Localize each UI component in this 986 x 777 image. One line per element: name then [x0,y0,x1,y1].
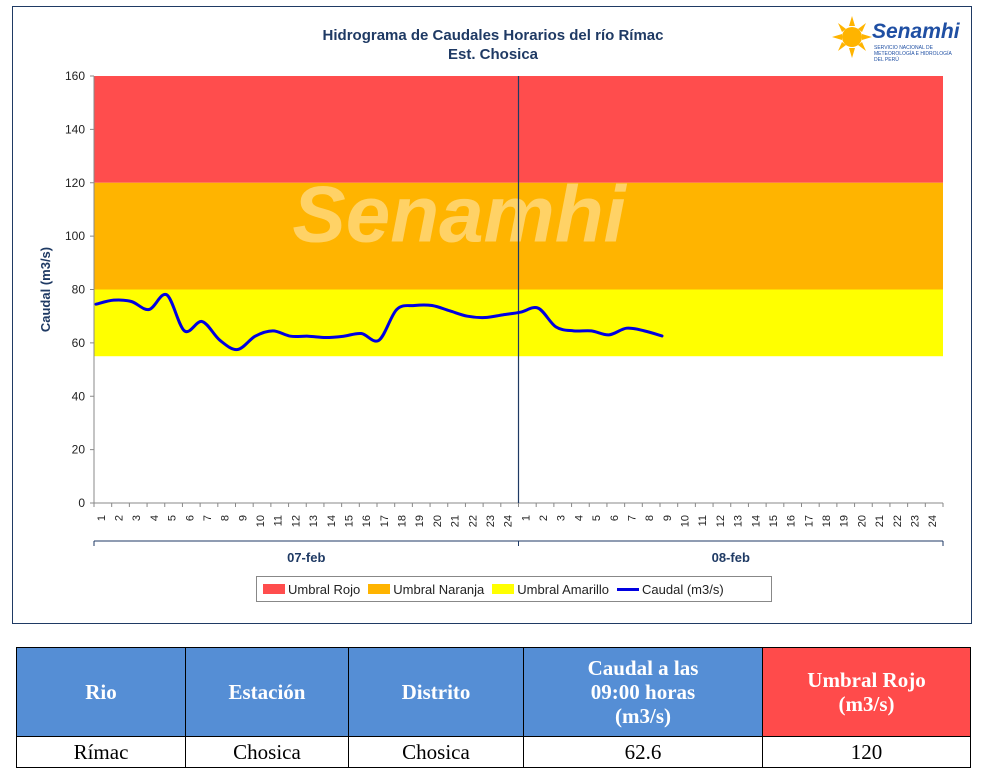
legend-item-amarillo: Umbral Amarillo [492,582,609,597]
x-tick-label-28: 5 [591,515,603,521]
y-tick-label-1: 20 [72,443,86,457]
cell-caudal: 62.6 [523,736,763,768]
header-caudal: Caudal a las 09:00 horas (m3/s) [523,647,763,737]
chart-frame: Senamhi 0 20 40 60 80 100 120 140 160 1 2 3 4 5 6 7 8 9 10 1… [12,6,972,624]
x-tick-label-19: 20 [432,515,444,527]
x-tick-label-27: 4 [573,515,585,521]
day-label-0: 07-feb [287,550,325,565]
legend-label-naranja: Umbral Naranja [393,581,485,597]
legend-label-caudal: Caudal (m3/s) [642,581,724,597]
y-tick-label-3: 60 [72,336,86,350]
x-tick-label-45: 22 [892,515,904,527]
legend-swatch-rojo [263,584,285,594]
legend-item-rojo: Umbral Rojo [263,582,360,597]
header-rio: Rio [16,647,186,737]
day-label-1: 08-feb [712,550,750,565]
x-tick-label-25: 2 [538,515,550,521]
x-tick-label-31: 8 [644,515,656,521]
legend-swatch-naranja [368,584,391,594]
legend-label-amarillo: Umbral Amarillo [517,581,610,597]
x-tick-label-24: 1 [520,515,532,521]
x-tick-label-11: 12 [290,515,302,527]
x-tick-label-5: 6 [184,515,196,521]
y-tick-label-6: 120 [65,176,85,190]
x-tick-label-21: 22 [467,515,479,527]
legend-item-caudal: Caudal (m3/s) [617,582,724,597]
y-tick-label-7: 140 [65,122,85,136]
table-header-row: Rio Estación Distrito Caudal a las 09:00… [16,647,971,737]
x-tick-label-8: 9 [237,515,249,521]
x-tick-label-0: 1 [96,515,108,521]
watermark-text: Senamhi [292,169,627,258]
x-tick-label-23: 24 [503,515,515,527]
x-tick-label-26: 3 [556,515,568,521]
x-tick-label-29: 6 [609,515,621,521]
x-tick-label-12: 13 [308,515,320,527]
chart-title: Hidrograma de Caudales Horarios del río … [322,27,664,44]
x-tick-label-38: 15 [768,515,780,527]
cell-estacion: Chosica [185,736,349,768]
x-tick-label-34: 11 [697,515,709,526]
x-tick-label-22: 23 [485,515,497,527]
x-tick-label-32: 9 [662,515,674,521]
x-tick-label-1: 2 [114,515,126,521]
sun-icon [832,16,872,58]
header-distrito: Distrito [348,647,524,737]
y-tick-label-0: 0 [78,496,85,510]
x-tick-label-40: 17 [803,515,815,527]
x-tick-label-44: 21 [874,515,886,527]
legend-swatch-amarillo [492,584,515,594]
x-tick-label-7: 8 [220,515,232,521]
x-tick-label-2: 3 [131,515,143,521]
x-tick-label-15: 16 [361,515,373,527]
logo-subtitle: SERVICIO NACIONAL DE METEOROLOGÍA E HIDR… [874,45,952,63]
x-tick-label-36: 13 [733,515,745,527]
cell-umbral: 120 [762,736,971,768]
x-tick-label-42: 19 [839,515,851,527]
senamhi-logo: Senamhi SERVICIO NACIONAL DE METEOROLOGÍ… [832,12,962,63]
header-estacion: Estación [185,647,349,737]
x-tick-label-30: 7 [626,515,638,521]
header-umbral-text: Umbral Rojo (m3/s) [807,668,926,716]
y-tick-label-4: 80 [72,283,86,297]
x-tick-label-17: 18 [397,515,409,527]
y-tick-label-2: 40 [72,389,86,403]
y-axis-label: Caudal (m3/s) [38,247,53,332]
x-tick-label-33: 10 [680,515,692,527]
x-tick-label-3: 4 [149,515,161,521]
x-tick-label-18: 19 [414,515,426,527]
x-tick-label-43: 20 [856,515,868,527]
cell-rio: Rímac [16,736,186,768]
logo-name: Senamhi [872,20,960,43]
x-tick-label-6: 7 [202,515,214,521]
x-tick-label-20: 21 [450,515,462,527]
x-tick-label-35: 12 [715,515,727,527]
x-tick-label-39: 16 [786,515,798,527]
station-table: Rio Estación Distrito Caudal a las 09:00… [16,647,971,768]
header-umbral-rojo: Umbral Rojo (m3/s) [762,647,971,737]
x-tick-label-46: 23 [909,515,921,527]
chart-legend: Umbral Rojo Umbral Naranja Umbral Amaril… [256,576,772,602]
cell-distrito: Chosica [348,736,524,768]
x-tick-label-10: 11 [273,515,285,526]
chart-subtitle: Est. Chosica [447,46,539,63]
y-tick-label-8: 160 [65,69,85,83]
legend-item-naranja: Umbral Naranja [368,582,484,597]
x-tick-label-9: 10 [255,515,267,527]
x-tick-label-16: 17 [379,515,391,527]
x-tick-label-4: 5 [167,515,179,521]
x-tick-label-47: 24 [927,515,939,527]
x-tick-label-14: 15 [343,515,355,527]
table-row: Rímac Chosica Chosica 62.6 120 [16,736,971,768]
legend-swatch-caudal [617,587,640,591]
y-tick-label-5: 100 [65,229,85,243]
x-tick-label-13: 14 [326,515,338,527]
x-tick-label-41: 18 [821,515,833,527]
header-caudal-text: Caudal a las 09:00 horas (m3/s) [587,656,699,728]
legend-label-rojo: Umbral Rojo [288,581,361,597]
x-tick-label-37: 14 [750,515,762,527]
